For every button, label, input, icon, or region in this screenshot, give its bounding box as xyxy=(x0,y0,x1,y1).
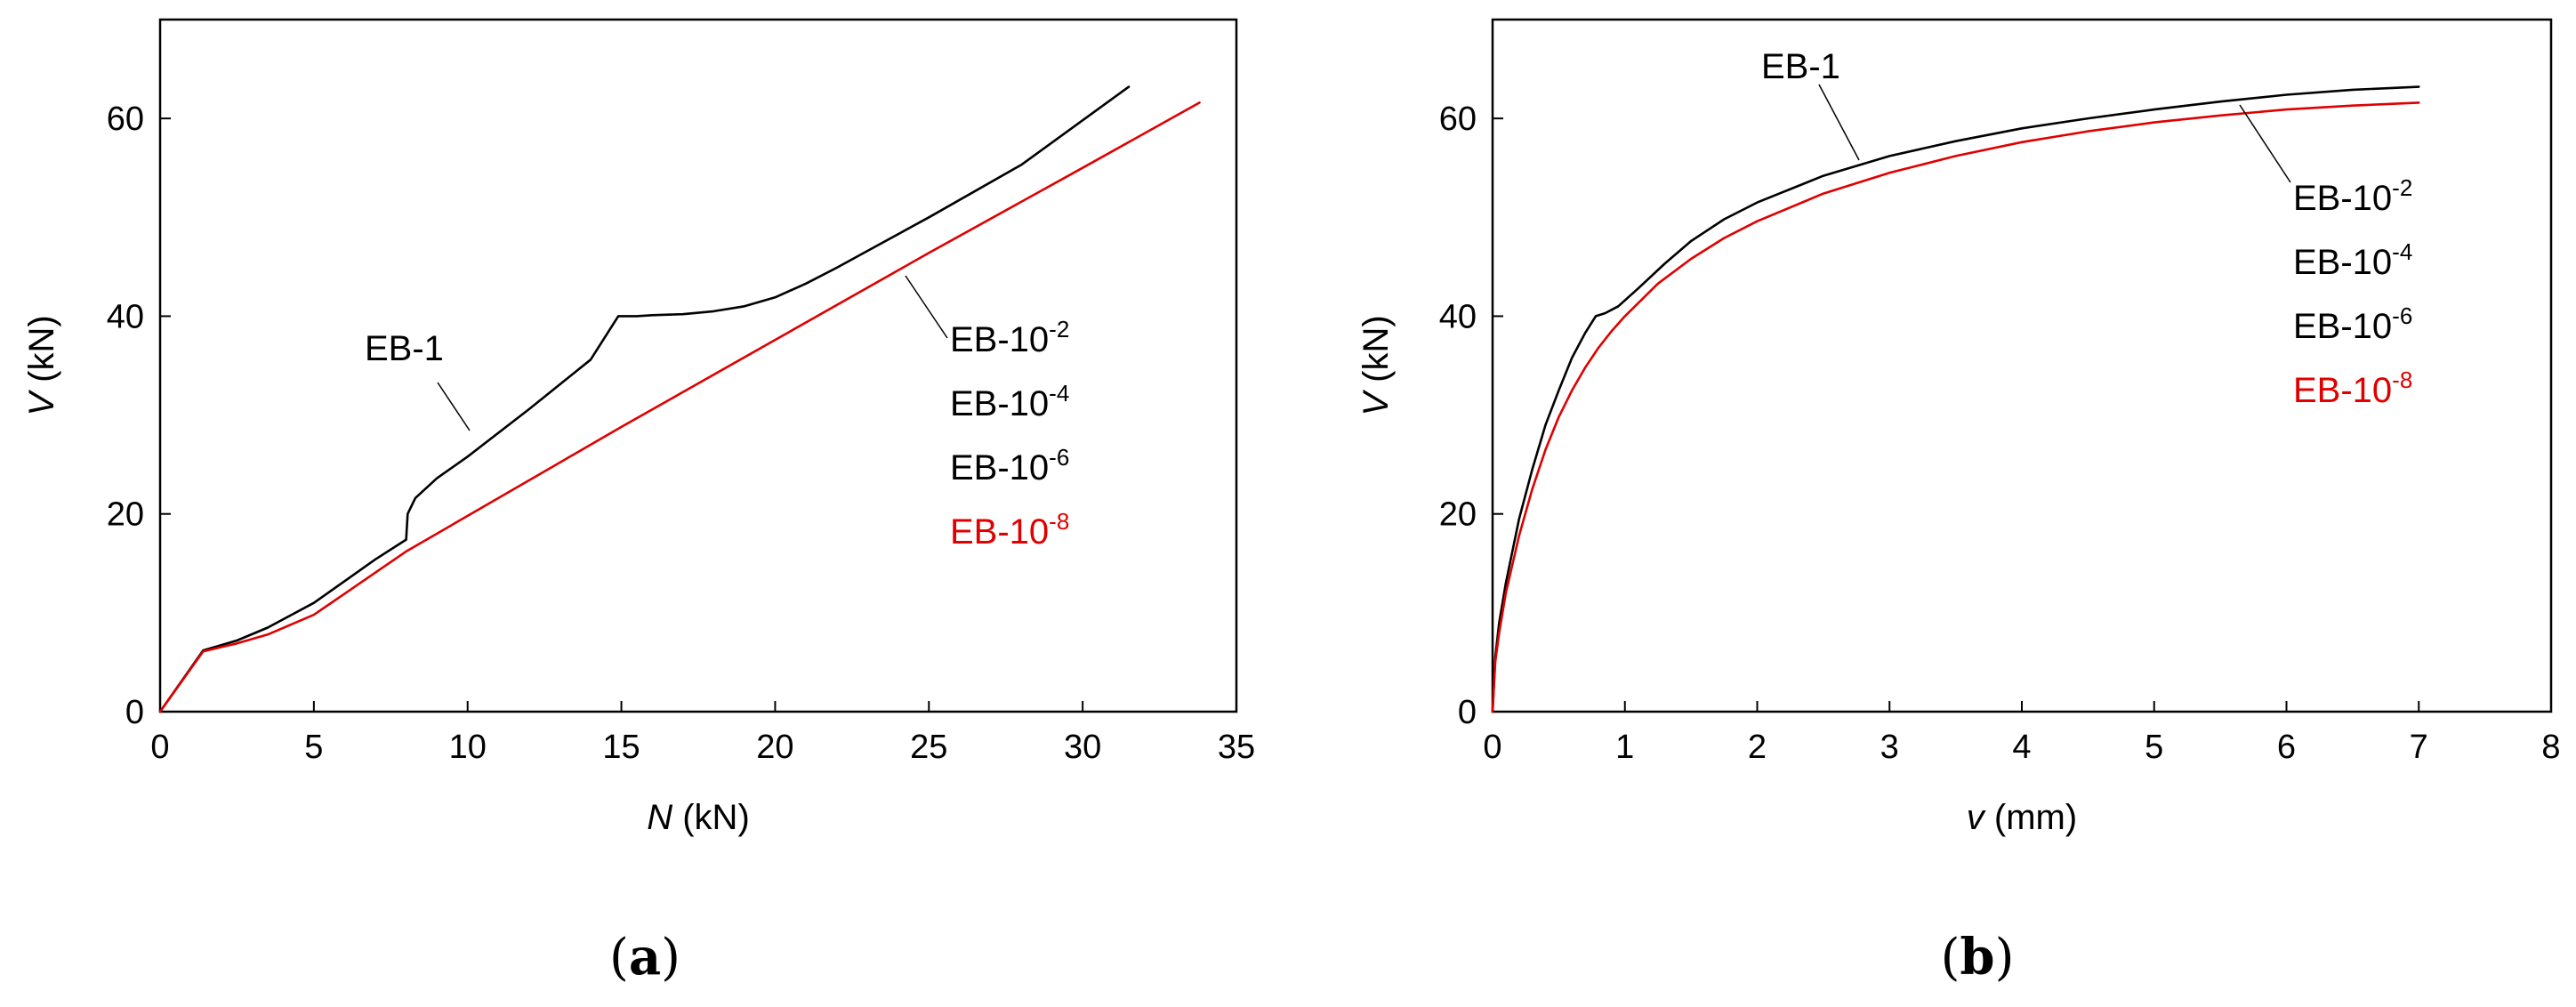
x-tick-label: 7 xyxy=(2410,729,2428,766)
x-tick-label: 3 xyxy=(1880,729,1899,766)
legend-base: EB-10 xyxy=(950,320,1049,359)
series-layer xyxy=(1491,85,2420,713)
series-line-eb-10-8 xyxy=(1491,101,2420,713)
x-tick-label: 10 xyxy=(449,729,487,766)
annotation-leader-eb1 xyxy=(437,382,471,431)
y-axis-variable: V xyxy=(22,390,61,416)
y-axis-title: V (kN) xyxy=(1356,315,1396,415)
legend-leader xyxy=(905,275,948,339)
legend-item-eb-10-2: EB-10-2 xyxy=(950,316,1069,359)
legend-leader xyxy=(2239,104,2291,183)
x-axis-variable: v xyxy=(1967,798,1986,837)
x-tick-label: 6 xyxy=(2277,729,2296,766)
y-axis-ticks: 0 20 40 60 xyxy=(1439,101,1503,731)
x-tick-label: 25 xyxy=(910,729,947,766)
legend-base: EB-10 xyxy=(2293,307,2392,346)
x-tick-label: 20 xyxy=(756,729,793,766)
x-axis-title: N (kN) xyxy=(647,798,750,837)
caption-b: (b) xyxy=(1941,928,2015,987)
y-axis-unit: (kN) xyxy=(1356,315,1396,392)
x-tick-label: 0 xyxy=(150,729,169,766)
chart-panel-a: 0 5 10 15 20 25 30 35 0 20 40 60 N (kN) V (kN) EB-… xyxy=(22,18,1255,987)
y-tick-label: 40 xyxy=(1439,298,1477,335)
x-tick-label: 5 xyxy=(304,729,323,766)
legend-item-eb-10-6: EB-10-6 xyxy=(950,444,1069,487)
legend-exponent: -8 xyxy=(1049,508,1069,535)
legend-item-eb-10-8: EB-10-8 xyxy=(2293,367,2412,410)
legend-exponent: -2 xyxy=(1049,316,1069,342)
legend-base: EB-10 xyxy=(2293,371,2392,410)
legend-exponent: -8 xyxy=(2392,367,2412,393)
y-tick-label: 60 xyxy=(107,101,144,138)
legend-item-eb-10-4: EB-10-4 xyxy=(950,380,1069,423)
caption-a: (a) xyxy=(609,928,680,987)
y-tick-label: 0 xyxy=(1458,694,1477,731)
x-axis-ticks: 0 5 10 15 20 25 30 35 xyxy=(150,701,1255,766)
annotation-eb1: EB-1 xyxy=(365,329,444,368)
legend-exponent: -6 xyxy=(2392,302,2412,329)
annotation-leader-eb1 xyxy=(1818,84,1860,161)
x-axis-ticks: 0 1 2 3 4 5 6 7 8 xyxy=(1483,701,2561,766)
x-tick-label: 8 xyxy=(2541,729,2560,766)
y-axis-variable: V xyxy=(1356,390,1396,416)
legend-item-eb-10-8: EB-10-8 xyxy=(950,508,1069,552)
series-layer xyxy=(158,85,1201,713)
y-tick-label: 20 xyxy=(1439,496,1477,534)
y-tick-label: 60 xyxy=(1439,101,1477,138)
plot-frame xyxy=(1491,18,2553,713)
legend-item-eb-10-2: EB-10-2 xyxy=(2293,174,2412,218)
legend-base: EB-10 xyxy=(2293,243,2392,282)
legend-item-eb-10-6: EB-10-6 xyxy=(2293,302,2412,346)
y-axis-unit: (kN) xyxy=(22,315,61,392)
y-tick-label: 0 xyxy=(125,694,144,731)
x-axis-title: v (mm) xyxy=(1967,798,2077,837)
annotation-eb1: EB-1 xyxy=(1761,47,1840,86)
caption-close: ) xyxy=(1995,929,2015,987)
legend: EB-10-2 EB-10-4 EB-10-6 EB-10-8 xyxy=(2293,174,2412,410)
x-axis-unit: (mm) xyxy=(1984,798,2077,837)
x-axis-variable: N xyxy=(647,798,672,837)
legend-base: EB-10 xyxy=(950,448,1049,487)
caption-close: ) xyxy=(661,929,680,987)
legend-item-eb-10-4: EB-10-4 xyxy=(2293,238,2412,282)
legend: EB-10-2 EB-10-4 EB-10-6 EB-10-8 xyxy=(950,316,1069,552)
legend-base: EB-10 xyxy=(950,512,1049,552)
x-tick-label: 30 xyxy=(1064,729,1101,766)
x-tick-label: 5 xyxy=(2145,729,2163,766)
x-tick-label: 4 xyxy=(2012,729,2031,766)
chart-panel-b: 0 1 2 3 4 5 6 7 8 0 20 40 60 v (mm) V (kN) EB-1 EB-… xyxy=(1356,18,2561,987)
caption-letter: b xyxy=(1960,928,1994,987)
y-axis-title: V (kN) xyxy=(22,315,61,415)
x-tick-label: 2 xyxy=(1748,729,1767,766)
series-line-eb-10-8 xyxy=(158,101,1201,713)
x-axis-unit: (kN) xyxy=(672,798,750,837)
legend-exponent: -6 xyxy=(1049,444,1069,471)
legend-exponent: -4 xyxy=(1049,380,1069,407)
series-line-eb-1 xyxy=(158,85,1131,713)
series-line-eb-1 xyxy=(1491,85,2420,713)
plot-frame xyxy=(158,18,1238,713)
y-tick-label: 20 xyxy=(107,496,144,534)
legend-base: EB-10 xyxy=(950,384,1049,423)
y-axis-ticks: 0 20 40 60 xyxy=(107,101,171,731)
x-tick-label: 35 xyxy=(1218,729,1255,766)
legend-exponent: -4 xyxy=(2392,238,2412,265)
legend-exponent: -2 xyxy=(2392,174,2412,201)
caption-letter: a xyxy=(629,928,661,987)
x-tick-label: 15 xyxy=(602,729,640,766)
legend-base: EB-10 xyxy=(2293,179,2392,218)
x-tick-label: 0 xyxy=(1483,729,1501,766)
caption-open: ( xyxy=(1941,929,1960,987)
x-tick-label: 1 xyxy=(1615,729,1634,766)
y-tick-label: 40 xyxy=(107,298,144,335)
caption-open: ( xyxy=(609,929,629,987)
